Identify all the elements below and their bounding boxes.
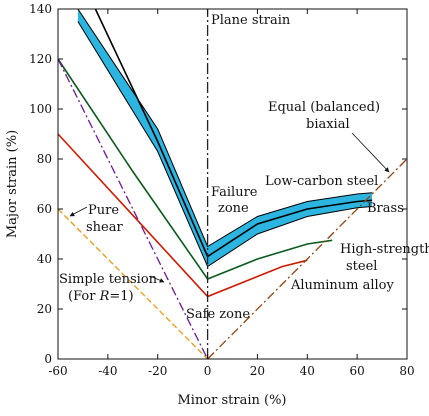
annotation-low-carbon: Low-carbon steel [265, 174, 378, 189]
x-tick-label: 40 [300, 364, 315, 378]
leader-arrow-equal-biaxial [351, 132, 390, 173]
y-tick-label: 20 [37, 302, 52, 316]
series-pure-shear [58, 208, 209, 359]
annotation-brass: Brass [367, 201, 404, 216]
tick-layer: -60 -40 -20 0 20 40 60 80 0 20 40 60 80 100 120 140 [29, 2, 415, 378]
y-axis-label: Major strain (%) [5, 130, 20, 238]
y-tick-label: 100 [29, 102, 52, 116]
y-tick-label: 80 [37, 152, 52, 166]
series-equal-balanced-biaxial [207, 158, 407, 359]
leader-arrow-simple-tension [149, 275, 165, 283]
annotation-pure-1: Pure [88, 203, 119, 218]
x-tick-label: 60 [350, 364, 365, 378]
annotation-high-strength-2: steel [346, 259, 377, 274]
annotation-equal-1: Equal (balanced) [268, 100, 380, 115]
annotation-pure-2: shear [86, 220, 123, 235]
y-tick-label: 0 [44, 352, 52, 366]
plot-frame [57, 8, 408, 360]
annotation-high-strength-1: High-strength [340, 242, 429, 257]
annotation-aluminum: Aluminum alloy [290, 278, 395, 293]
annotation-equal-2: biaxial [306, 117, 350, 132]
x-tick-label: 20 [250, 364, 265, 378]
annotation-simple-2b: R [99, 289, 110, 304]
leader-arrow-pure-shear [69, 206, 88, 217]
annotation-simple-2c: =1) [109, 289, 133, 304]
x-axis-label: Minor strain (%) [177, 393, 286, 408]
annotation-failure-1: Failure [211, 185, 258, 200]
y-tick-label: 60 [37, 202, 52, 216]
y-tick-label: 140 [29, 2, 52, 16]
x-tick-label: 0 [204, 364, 212, 378]
series-layer [58, 9, 407, 359]
annotation-failure-2: zone [218, 201, 249, 216]
annotation-simple-2: (For R=1) [68, 289, 134, 304]
x-tick-label: -60 [48, 364, 67, 378]
band-layer [77, 9, 373, 268]
y-tick-label: 120 [29, 52, 52, 66]
annotation-simple-2a: (For [68, 289, 100, 304]
annotation-safe-zone: Safe zone [186, 307, 250, 322]
x-tick-label: 80 [399, 364, 414, 378]
series-brass [94, 9, 373, 258]
series-simple-tension [58, 58, 209, 359]
y-tick-label: 40 [37, 252, 52, 266]
series-aluminum-alloy [58, 133, 308, 298]
series-high-strength-steel [58, 58, 333, 280]
band-lower-low-carbon-steel [77, 21, 373, 268]
annotation-simple-1: Simple tension [59, 272, 158, 287]
x-tick-label: -40 [98, 364, 117, 378]
x-tick-label: -20 [148, 364, 167, 378]
annotation-plane-strain: Plane strain [211, 13, 291, 28]
band-upper-low-carbon-steel [77, 9, 373, 248]
